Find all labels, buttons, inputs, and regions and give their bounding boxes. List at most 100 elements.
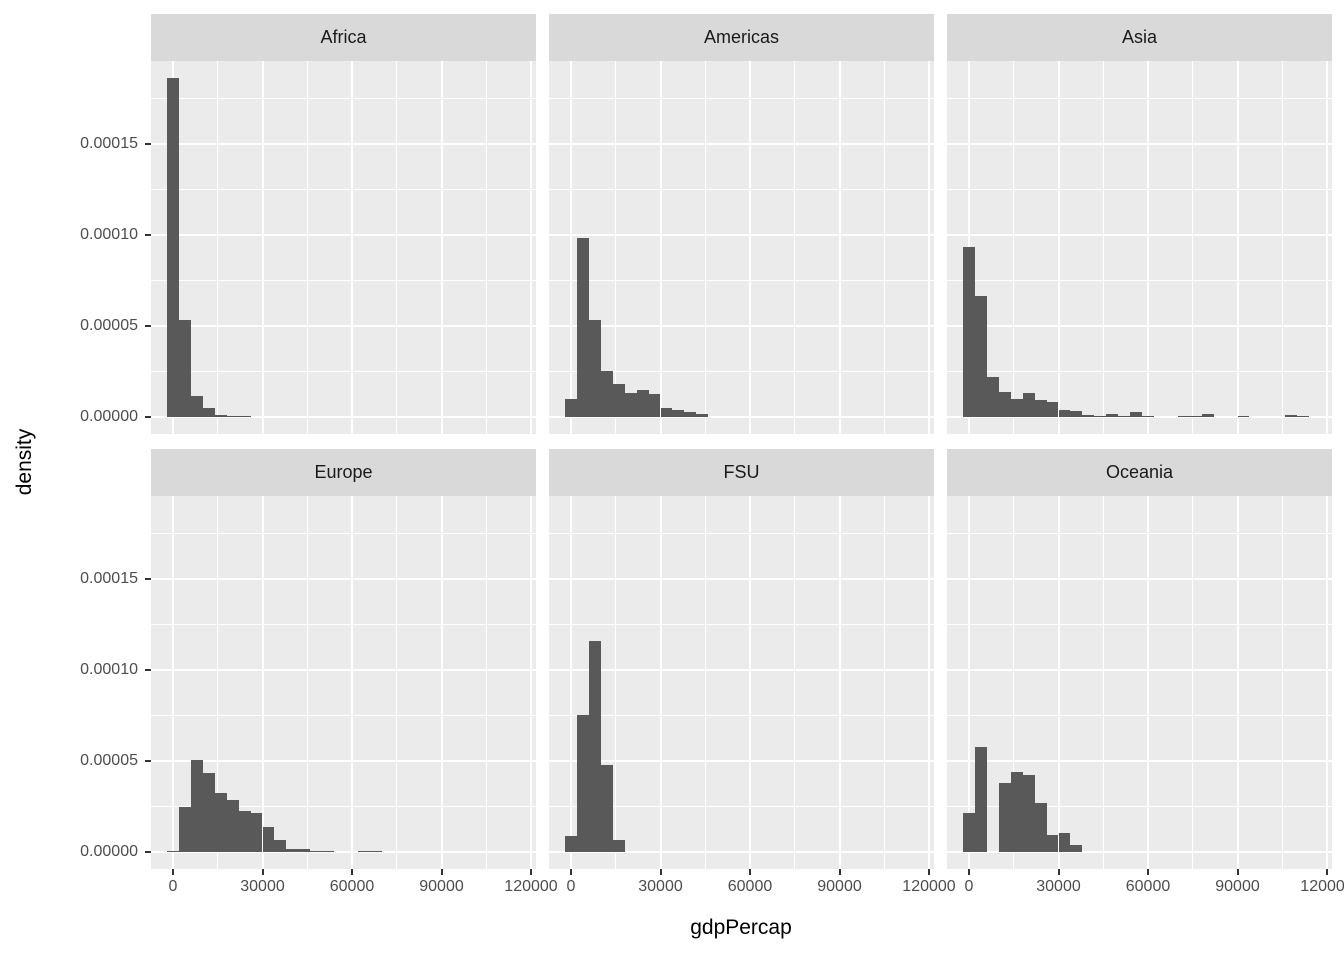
histogram-bar — [612, 383, 625, 417]
histogram-bar — [1070, 411, 1083, 417]
x-tick-label: 0 — [964, 878, 974, 895]
grid-major-x — [261, 496, 264, 869]
grid-major-y — [947, 760, 1332, 762]
histogram-bar — [1034, 802, 1047, 852]
grid-major-y — [151, 578, 536, 580]
grid-minor-y — [151, 715, 536, 716]
grid-minor-y — [549, 806, 934, 807]
histogram-bar — [1142, 415, 1154, 417]
y-axis-tick — [145, 760, 151, 762]
grid-major-x — [440, 61, 443, 434]
histogram-bar — [1070, 845, 1083, 852]
histogram-bar — [1082, 414, 1095, 417]
histogram-bar — [214, 414, 227, 417]
y-axis-tick — [145, 143, 151, 145]
x-axis-tick — [1057, 869, 1060, 875]
grid-major-x — [261, 61, 264, 434]
x-axis-tick — [1326, 869, 1328, 875]
grid-major-x — [1057, 61, 1060, 434]
grid-minor-y — [947, 371, 1332, 372]
facet-panel-oceania — [947, 496, 1332, 869]
grid-minor-y — [947, 533, 1332, 534]
grid-minor-y — [151, 189, 536, 190]
histogram-bar — [1010, 398, 1023, 417]
grid-major-y — [947, 669, 1332, 671]
grid-major-y — [549, 416, 934, 418]
histogram-bar — [624, 392, 637, 417]
y-tick-label: 0.00000 — [80, 408, 138, 425]
histogram-bar — [565, 398, 577, 417]
grid-major-y — [549, 234, 934, 236]
facet-title-africa: Africa — [320, 27, 367, 47]
x-tick-label: 90000 — [419, 878, 464, 895]
grid-major-x — [838, 61, 841, 434]
x-tick-label: 90000 — [1215, 878, 1260, 895]
histogram-bar — [974, 747, 987, 852]
grid-major-x — [570, 61, 572, 434]
x-axis-title: gdpPercap — [690, 916, 792, 939]
grid-minor-y — [549, 189, 934, 190]
x-tick-label: 0 — [566, 878, 576, 895]
y-tick-label: 0.00010 — [80, 226, 138, 243]
grid-minor-y — [947, 98, 1332, 99]
facet-title-europe: Europe — [314, 462, 373, 482]
histogram-bar — [1118, 415, 1131, 417]
facet-strip-americas: Americas — [549, 14, 934, 61]
histogram-bar — [1285, 414, 1298, 417]
grid-major-x — [749, 61, 751, 434]
grid-major-y — [549, 325, 934, 327]
histogram-bar — [1046, 401, 1059, 417]
histogram-bar — [1034, 399, 1047, 417]
grid-minor-y — [549, 371, 934, 372]
x-axis-tick — [838, 869, 841, 875]
x-axis-tick — [172, 869, 174, 875]
grid-major-y — [549, 760, 934, 762]
histogram-bar — [600, 765, 613, 852]
grid-minor-x — [217, 61, 219, 434]
grid-minor-y — [947, 624, 1332, 625]
x-axis-tick — [570, 869, 572, 875]
histogram-bar — [274, 839, 287, 852]
histogram-bar — [238, 810, 251, 852]
grid-minor-x — [306, 496, 308, 869]
facet-strip-oceania: Oceania — [947, 449, 1332, 496]
histogram-bar — [1130, 412, 1143, 417]
grid-major-y — [151, 143, 536, 145]
x-tick-label: 30000 — [240, 878, 285, 895]
grid-minor-x — [615, 61, 617, 434]
grid-minor-y — [151, 533, 536, 534]
grid-major-x — [440, 496, 443, 869]
histogram-bar — [1106, 413, 1119, 417]
x-axis-tick — [261, 869, 264, 875]
grid-minor-y — [151, 806, 536, 807]
grid-minor-y — [151, 371, 536, 372]
histogram-bar — [672, 409, 685, 417]
x-tick-label: 90000 — [817, 878, 862, 895]
x-axis-tick — [440, 869, 443, 875]
grid-minor-x — [883, 61, 885, 434]
x-tick-label: 120000 — [1300, 878, 1344, 895]
grid-major-x — [928, 496, 930, 869]
grid-minor-x — [306, 61, 308, 434]
histogram-bar — [190, 760, 203, 852]
grid-minor-x — [1013, 61, 1015, 434]
grid-minor-x — [794, 496, 796, 869]
x-axis-tick — [1147, 869, 1149, 875]
histogram-bar — [286, 848, 299, 852]
grid-major-y — [151, 416, 536, 418]
grid-minor-x — [1102, 61, 1104, 434]
histogram-bar — [214, 792, 227, 852]
x-axis-tick — [351, 869, 353, 875]
y-axis-tick — [145, 578, 151, 580]
histogram-bar — [565, 835, 577, 852]
x-tick-label: 60000 — [727, 878, 773, 895]
grid-major-y — [549, 851, 934, 853]
histogram-bar — [648, 394, 661, 417]
grid-minor-y — [151, 280, 536, 281]
grid-major-x — [530, 61, 532, 434]
histogram-bar — [190, 395, 203, 417]
grid-major-y — [151, 669, 536, 671]
grid-minor-x — [1281, 61, 1283, 434]
histogram-bar — [1201, 414, 1214, 417]
